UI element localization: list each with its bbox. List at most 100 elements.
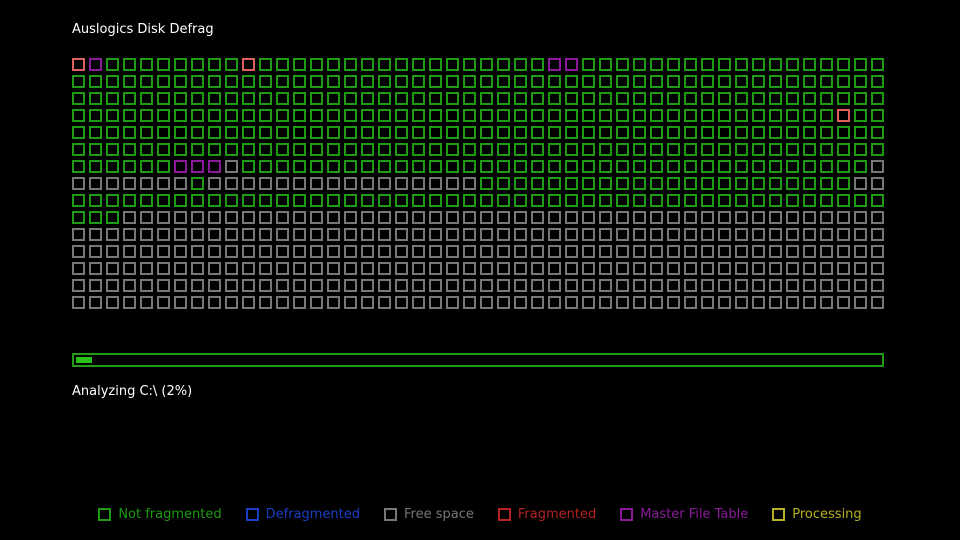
- cluster-cell-not-fragmented: [871, 75, 884, 88]
- cluster-cell-free-space: [718, 228, 731, 241]
- cluster-cell-free-space: [803, 296, 816, 309]
- cluster-cell-not-fragmented: [820, 177, 833, 190]
- cluster-cell-not-fragmented: [191, 92, 204, 105]
- cluster-cell-not-fragmented: [89, 160, 102, 173]
- cluster-cell-not-fragmented: [89, 126, 102, 139]
- cluster-cell-not-fragmented: [72, 160, 85, 173]
- cluster-cell-free-space: [106, 228, 119, 241]
- legend-label: Defragmented: [265, 507, 361, 522]
- cluster-cell-not-fragmented: [786, 126, 799, 139]
- cluster-cell-not-fragmented: [871, 143, 884, 156]
- cluster-cell-not-fragmented: [854, 194, 867, 207]
- cluster-cell-not-fragmented: [429, 75, 442, 88]
- cluster-cell-not-fragmented: [650, 194, 663, 207]
- cluster-cell-not-fragmented: [89, 109, 102, 122]
- cluster-cell-not-fragmented: [395, 75, 408, 88]
- cluster-cell-free-space: [123, 279, 136, 292]
- cluster-cell-not-fragmented: [208, 143, 221, 156]
- cluster-cell-not-fragmented: [531, 194, 544, 207]
- cluster-cell-not-fragmented: [225, 109, 238, 122]
- cluster-cell-free-space: [650, 245, 663, 258]
- cluster-cell-not-fragmented: [565, 92, 578, 105]
- cluster-cell-free-space: [123, 211, 136, 224]
- cluster-cell-not-fragmented: [412, 109, 425, 122]
- defragmented-swatch-icon: [245, 508, 259, 521]
- cluster-cell-not-fragmented: [480, 160, 493, 173]
- cluster-cell-not-fragmented: [140, 126, 153, 139]
- cluster-cell-not-fragmented: [735, 177, 748, 190]
- cluster-cell-not-fragmented: [497, 58, 510, 71]
- cluster-cell-not-fragmented: [735, 75, 748, 88]
- free-space-swatch-icon: [384, 508, 398, 521]
- cluster-cell-not-fragmented: [582, 160, 595, 173]
- cluster-cell-not-fragmented: [242, 143, 255, 156]
- cluster-cell-not-fragmented: [786, 92, 799, 105]
- cluster-cell-not-fragmented: [514, 58, 527, 71]
- cluster-cell-not-fragmented: [548, 160, 561, 173]
- cluster-cell-free-space: [701, 228, 714, 241]
- cluster-cell-free-space: [157, 296, 170, 309]
- cluster-cell-not-fragmented: [259, 75, 272, 88]
- cluster-cell-free-space: [276, 279, 289, 292]
- cluster-cell-free-space: [463, 296, 476, 309]
- cluster-cell-free-space: [259, 296, 272, 309]
- cluster-cell-not-fragmented: [769, 160, 782, 173]
- cluster-cell-not-fragmented: [565, 126, 578, 139]
- cluster-cell-not-fragmented: [735, 58, 748, 71]
- cluster-cell-not-fragmented: [259, 92, 272, 105]
- cluster-cell-free-space: [752, 211, 765, 224]
- cluster-cell-not-fragmented: [446, 194, 459, 207]
- cluster-cell-not-fragmented: [72, 75, 85, 88]
- cluster-cell-not-fragmented: [735, 109, 748, 122]
- cluster-cell-not-fragmented: [140, 75, 153, 88]
- cluster-cell-not-fragmented: [378, 58, 391, 71]
- cluster-cell-free-space: [123, 177, 136, 190]
- cluster-cell-free-space: [463, 279, 476, 292]
- cluster-cell-free-space: [191, 228, 204, 241]
- cluster-cell-not-fragmented: [378, 143, 391, 156]
- cluster-cell-not-fragmented: [854, 126, 867, 139]
- cluster-cell-not-fragmented: [854, 58, 867, 71]
- cluster-cell-free-space: [208, 296, 221, 309]
- cluster-cell-free-space: [837, 296, 850, 309]
- cluster-cell-free-space: [871, 245, 884, 258]
- cluster-cell-free-space: [446, 279, 459, 292]
- cluster-cell-not-fragmented: [701, 75, 714, 88]
- progress-bar: [72, 353, 884, 367]
- cluster-cell-free-space: [786, 228, 799, 241]
- cluster-cell-free-space: [820, 279, 833, 292]
- cluster-cell-free-space: [871, 211, 884, 224]
- cluster-cell-free-space: [225, 160, 238, 173]
- cluster-cell-not-fragmented: [701, 177, 714, 190]
- cluster-cell-not-fragmented: [378, 109, 391, 122]
- cluster-cell-not-fragmented: [259, 194, 272, 207]
- cluster-cell-not-fragmented: [667, 160, 680, 173]
- cluster-cell-not-fragmented: [531, 58, 544, 71]
- cluster-cell-not-fragmented: [752, 126, 765, 139]
- cluster-cell-free-space: [327, 296, 340, 309]
- cluster-cell-free-space: [395, 228, 408, 241]
- cluster-cell-not-fragmented: [208, 58, 221, 71]
- cluster-cell-not-fragmented: [412, 75, 425, 88]
- cluster-cell-free-space: [259, 211, 272, 224]
- cluster-cell-not-fragmented: [786, 194, 799, 207]
- legend-label: Not fragmented: [118, 507, 222, 522]
- cluster-cell-free-space: [582, 279, 595, 292]
- cluster-cell-not-fragmented: [276, 92, 289, 105]
- cluster-cell-not-fragmented: [701, 194, 714, 207]
- cluster-cell-not-fragmented: [871, 58, 884, 71]
- cluster-cell-free-space: [72, 279, 85, 292]
- cluster-cell-free-space: [72, 262, 85, 275]
- legend-item-defragmented: Defragmented: [245, 507, 361, 522]
- cluster-cell-free-space: [140, 245, 153, 258]
- cluster-cell-not-fragmented: [718, 92, 731, 105]
- cluster-cell-not-fragmented: [803, 75, 816, 88]
- cluster-cell-not-fragmented: [786, 75, 799, 88]
- cluster-cell-free-space: [667, 228, 680, 241]
- cluster-cell-not-fragmented: [480, 126, 493, 139]
- cluster-cell-not-fragmented: [752, 58, 765, 71]
- cluster-cell-not-fragmented: [208, 92, 221, 105]
- cluster-cell-not-fragmented: [633, 194, 646, 207]
- cluster-cell-free-space: [174, 279, 187, 292]
